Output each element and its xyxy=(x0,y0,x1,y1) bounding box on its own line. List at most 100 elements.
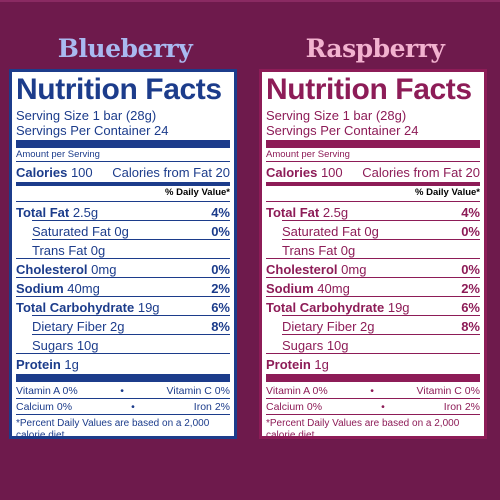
nutrient-amount: 0g xyxy=(340,243,356,258)
medium-divider xyxy=(266,182,480,186)
divider xyxy=(16,414,230,415)
nutrient-dv: 4% xyxy=(211,205,230,220)
daily-value-header: % Daily Value* xyxy=(165,187,230,198)
nutrition-label-raspberry: Nutrition Facts Serving Size 1 bar (28g)… xyxy=(259,69,487,441)
iron-label: Iron xyxy=(193,401,212,413)
nutrient-row-total-fat: Total Fat 2.5g 4% xyxy=(16,205,230,220)
bullet-separator: • xyxy=(131,401,135,413)
medium-divider xyxy=(16,182,230,186)
divider xyxy=(16,353,230,354)
servings-per-container: Servings Per Container 24 xyxy=(16,123,169,138)
nutrient-amount: 10g xyxy=(76,338,99,353)
calcium-dv: 0% xyxy=(56,401,73,413)
nutrient-label: Protein xyxy=(16,357,61,372)
vitamin-row-2: Calcium 0% • Iron 2% xyxy=(266,401,480,414)
nutrient-dv: 0% xyxy=(461,262,480,277)
bullet-separator: • xyxy=(381,401,385,413)
vitamin-row-2: Calcium 0% • Iron 2% xyxy=(16,401,230,414)
nutrient-label: Dietary Fiber xyxy=(282,319,357,334)
nutrient-row-trans-fat: Trans Fat 0g xyxy=(16,243,230,258)
serving-size: Serving Size 1 bar (28g) xyxy=(266,108,407,123)
nutrient-label: Total Fat xyxy=(16,205,70,220)
daily-value-header: % Daily Value* xyxy=(415,187,480,198)
nutrient-amount: 10g xyxy=(326,338,349,353)
calories-from-fat: Calories from Fat 20 xyxy=(112,165,230,180)
divider xyxy=(16,201,230,202)
nutrient-label: Sodium xyxy=(266,281,314,296)
vitamin-c-label: Vitamin C xyxy=(416,385,462,397)
vitamin-row-1: Vitamin A 0% • Vitamin C 0% xyxy=(16,385,230,398)
daily-value-header-row: % Daily Value* xyxy=(266,187,480,199)
servings-per-container: Servings Per Container 24 xyxy=(266,123,419,138)
nutrient-amount: 0g xyxy=(114,224,129,239)
flavor-heading-raspberry: Raspberry xyxy=(305,34,445,63)
nutrient-amount: 19g xyxy=(137,300,160,315)
divider xyxy=(16,398,230,399)
vitamin-a-label: Vitamin A xyxy=(16,385,60,397)
nutrient-label: Saturated Fat xyxy=(282,224,361,239)
nutrient-label: Sugars xyxy=(282,338,324,353)
nutrient-amount: 1g xyxy=(314,357,329,372)
vitamin-c-label: Vitamin C xyxy=(166,385,212,397)
calories-label: Calories xyxy=(266,165,318,180)
nutrition-label-blueberry: Nutrition Facts Serving Size 1 bar (28g)… xyxy=(9,69,237,441)
divider xyxy=(32,315,230,316)
calcium-label: Calcium xyxy=(16,401,54,413)
nutrient-dv: 4% xyxy=(461,205,480,220)
divider xyxy=(32,334,230,335)
nutrient-dv: 2% xyxy=(461,281,480,296)
calories-value: 100 xyxy=(70,165,93,180)
bullet-separator: • xyxy=(120,385,124,397)
nutrient-row-sodium: Sodium 40mg 2% xyxy=(16,281,230,296)
nutrient-row-cholesterol: Cholesterol 0mg 0% xyxy=(16,262,230,277)
divider xyxy=(16,277,230,278)
nutrient-dv: 0% xyxy=(461,224,480,239)
calcium-label: Calcium xyxy=(266,401,304,413)
nutrient-row-protein: Protein 1g xyxy=(266,357,480,372)
vitamin-c-dv: 0% xyxy=(214,385,230,397)
calories-row: Calories 100 Calories from Fat 20 xyxy=(16,165,230,180)
divider xyxy=(266,258,480,259)
nutrient-label: Trans Fat xyxy=(282,243,338,258)
nutrient-row-total-carbohydrate: Total Carbohydrate 19g 6% xyxy=(266,300,480,315)
nutrient-dv: 6% xyxy=(461,300,480,315)
nutrient-label: Sodium xyxy=(16,281,64,296)
nutrient-row-protein: Protein 1g xyxy=(16,357,230,372)
nutrition-facts-title: Nutrition Facts xyxy=(266,73,472,106)
nutrient-row-total-fat: Total Fat 2.5g 4% xyxy=(266,205,480,220)
divider xyxy=(16,258,230,259)
nutrient-label: Sugars xyxy=(32,338,74,353)
nutrient-amount: 0mg xyxy=(91,262,117,277)
calcium-dv: 0% xyxy=(306,401,323,413)
divider xyxy=(282,239,480,240)
nutrient-row-sugars: Sugars 10g xyxy=(266,338,480,353)
nutrient-row-sodium: Sodium 40mg 2% xyxy=(266,281,480,296)
divider xyxy=(266,277,480,278)
vitamin-a-label: Vitamin A xyxy=(266,385,310,397)
nutrient-amount: 40mg xyxy=(317,281,350,296)
divider xyxy=(266,398,480,399)
iron-dv: 2% xyxy=(464,401,480,413)
nutrient-label: Cholesterol xyxy=(16,262,88,277)
nutrient-row-cholesterol: Cholesterol 0mg 0% xyxy=(266,262,480,277)
vitamin-a-dv: 0% xyxy=(312,385,328,397)
calories-from-fat: Calories from Fat 20 xyxy=(362,165,480,180)
daily-value-header-row: % Daily Value* xyxy=(16,187,230,199)
nutrient-row-dietary-fiber: Dietary Fiber 2g 8% xyxy=(266,319,480,334)
amount-per-serving: Amount per Serving xyxy=(16,149,100,160)
divider xyxy=(266,353,480,354)
top-edge-highlight xyxy=(0,0,500,2)
footnote: *Percent Daily Values are based on a 2,0… xyxy=(266,418,460,441)
nutrient-amount: 2g xyxy=(110,319,125,334)
nutrient-row-trans-fat: Trans Fat 0g xyxy=(266,243,480,258)
bullet-separator: • xyxy=(370,385,374,397)
nutrient-amount: 0mg xyxy=(341,262,367,277)
thick-divider xyxy=(266,374,480,382)
divider xyxy=(32,220,230,221)
nutrient-label: Total Carbohydrate xyxy=(16,300,135,315)
nutrient-row-sugars: Sugars 10g xyxy=(16,338,230,353)
nutrient-row-dietary-fiber: Dietary Fiber 2g 8% xyxy=(16,319,230,334)
nutrient-amount: 0g xyxy=(90,243,106,258)
nutrient-dv: 2% xyxy=(211,281,230,296)
footnote: *Percent Daily Values are based on a 2,0… xyxy=(16,418,210,441)
